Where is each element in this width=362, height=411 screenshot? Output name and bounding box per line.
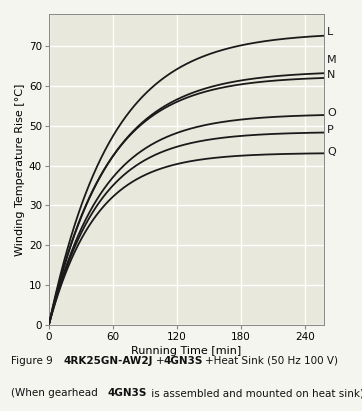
Text: +Heat Sink (50 Hz 100 V): +Heat Sink (50 Hz 100 V)	[205, 356, 337, 365]
X-axis label: Running Time [min]: Running Time [min]	[131, 346, 241, 356]
Text: Q: Q	[327, 147, 336, 157]
Text: L: L	[327, 27, 333, 37]
Text: 4RK25GN-AW2J: 4RK25GN-AW2J	[63, 356, 153, 365]
Text: O: O	[327, 108, 336, 118]
Y-axis label: Winding Temperature Rise [°C]: Winding Temperature Rise [°C]	[14, 83, 25, 256]
Text: (When gearhead: (When gearhead	[11, 388, 101, 398]
Text: 4GN3S: 4GN3S	[108, 388, 147, 398]
Text: +: +	[156, 356, 164, 365]
Text: is assembled and mounted on heat sink): is assembled and mounted on heat sink)	[148, 388, 362, 398]
Text: P: P	[327, 125, 334, 135]
Text: M: M	[327, 55, 337, 65]
Text: Figure 9: Figure 9	[11, 356, 52, 365]
Text: N: N	[327, 70, 336, 80]
Text: 4GN3S: 4GN3S	[164, 356, 203, 365]
